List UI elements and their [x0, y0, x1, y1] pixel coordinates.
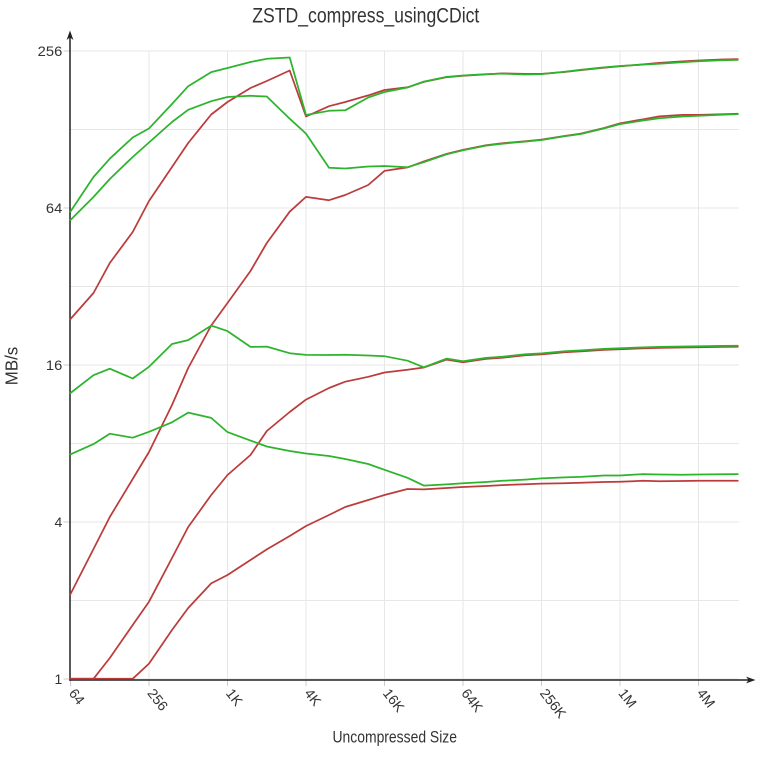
svg-text:MB/s: MB/s: [2, 347, 22, 386]
svg-text:1: 1: [55, 671, 63, 687]
svg-text:64: 64: [46, 200, 63, 216]
svg-text:Uncompressed Size: Uncompressed Size: [333, 729, 458, 747]
svg-text:ZSTD_compress_usingCDict: ZSTD_compress_usingCDict: [252, 3, 479, 28]
svg-text:256: 256: [38, 43, 63, 59]
svg-text:16: 16: [46, 357, 63, 373]
svg-text:4: 4: [55, 514, 63, 530]
